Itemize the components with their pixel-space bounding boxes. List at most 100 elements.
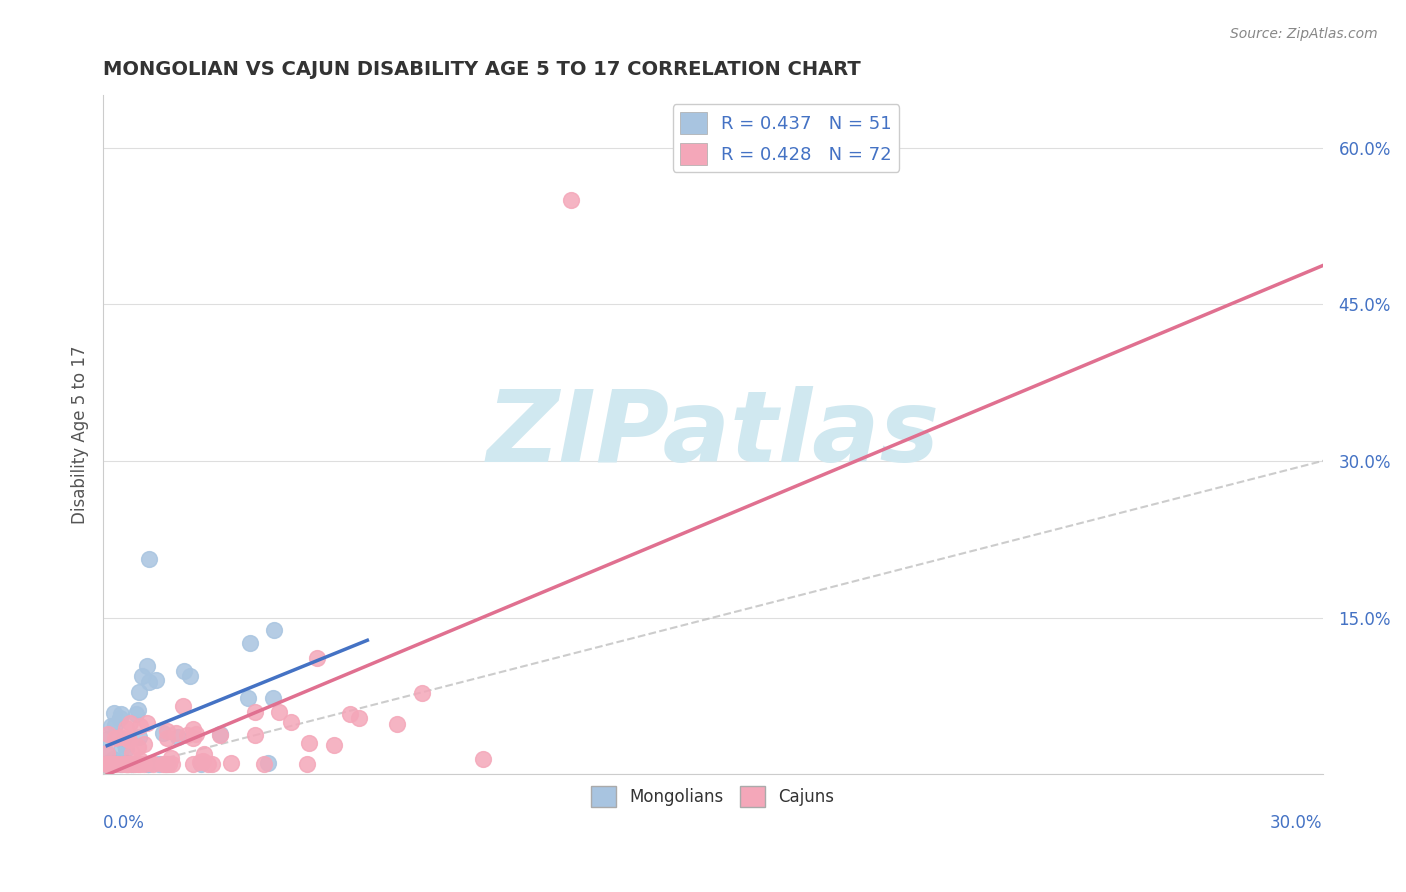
Point bbox=[110, 730, 132, 744]
Point bbox=[100, 756, 122, 771]
Text: ZIPatlas: ZIPatlas bbox=[486, 386, 939, 483]
Point bbox=[115, 756, 138, 771]
Point bbox=[132, 737, 155, 751]
Point bbox=[136, 756, 159, 771]
Point bbox=[96, 756, 118, 771]
Point bbox=[201, 756, 224, 771]
Point bbox=[411, 686, 433, 700]
Point bbox=[96, 746, 118, 760]
Point bbox=[221, 756, 243, 770]
Point bbox=[208, 728, 231, 742]
Point bbox=[188, 755, 211, 769]
Text: 30.0%: 30.0% bbox=[1270, 814, 1323, 832]
Point bbox=[122, 756, 145, 771]
Point bbox=[176, 728, 198, 742]
Point bbox=[138, 675, 160, 690]
Point bbox=[96, 756, 118, 771]
Point bbox=[115, 742, 138, 756]
Text: Source: ZipAtlas.com: Source: ZipAtlas.com bbox=[1230, 27, 1378, 41]
Point bbox=[141, 756, 163, 770]
Point bbox=[135, 716, 157, 731]
Point bbox=[101, 756, 124, 771]
Point bbox=[157, 756, 180, 771]
Point bbox=[238, 690, 260, 705]
Point bbox=[125, 706, 148, 721]
Point bbox=[298, 736, 321, 750]
Point bbox=[120, 756, 142, 771]
Point bbox=[117, 731, 139, 746]
Point bbox=[96, 746, 118, 760]
Point bbox=[103, 706, 125, 721]
Point bbox=[159, 751, 181, 765]
Point bbox=[165, 725, 187, 739]
Point bbox=[120, 756, 142, 771]
Point bbox=[100, 719, 122, 733]
Point bbox=[152, 756, 174, 771]
Point bbox=[253, 756, 276, 771]
Point bbox=[263, 623, 285, 637]
Point bbox=[128, 685, 150, 699]
Point bbox=[152, 726, 174, 740]
Point bbox=[110, 756, 132, 771]
Point bbox=[269, 706, 291, 720]
Point bbox=[243, 705, 266, 719]
Point bbox=[127, 756, 149, 771]
Point bbox=[124, 756, 146, 771]
Point bbox=[323, 738, 346, 752]
Point bbox=[197, 756, 219, 771]
Point bbox=[167, 730, 190, 744]
Point bbox=[256, 756, 278, 771]
Point bbox=[190, 756, 212, 771]
Point bbox=[107, 731, 129, 745]
Point bbox=[108, 756, 131, 771]
Point bbox=[97, 727, 120, 741]
Point bbox=[156, 756, 179, 771]
Point bbox=[108, 711, 131, 725]
Point bbox=[134, 756, 156, 771]
Point bbox=[129, 719, 152, 733]
Point bbox=[101, 756, 124, 771]
Point bbox=[129, 756, 152, 771]
Point bbox=[193, 747, 215, 761]
Point bbox=[110, 706, 132, 721]
Point bbox=[97, 756, 120, 771]
Point bbox=[105, 756, 128, 771]
Point bbox=[117, 756, 139, 771]
Point bbox=[136, 756, 159, 771]
Point bbox=[156, 731, 179, 746]
Point bbox=[103, 756, 125, 771]
Point bbox=[96, 756, 118, 771]
Point bbox=[245, 728, 267, 742]
Point bbox=[117, 756, 139, 771]
Point bbox=[263, 690, 285, 705]
Point bbox=[156, 724, 179, 739]
Point bbox=[280, 715, 302, 730]
Point bbox=[114, 756, 136, 771]
Point bbox=[153, 756, 176, 771]
Point bbox=[115, 722, 138, 736]
Y-axis label: Disability Age 5 to 17: Disability Age 5 to 17 bbox=[72, 345, 89, 524]
Point bbox=[96, 756, 118, 771]
Point bbox=[96, 756, 118, 771]
Point bbox=[295, 756, 318, 771]
Point bbox=[239, 636, 262, 650]
Text: MONGOLIAN VS CAJUN DISABILITY AGE 5 TO 17 CORRELATION CHART: MONGOLIAN VS CAJUN DISABILITY AGE 5 TO 1… bbox=[103, 60, 860, 78]
Point bbox=[181, 756, 204, 771]
Point bbox=[103, 731, 125, 746]
Point bbox=[110, 756, 132, 771]
Point bbox=[118, 733, 141, 747]
Point bbox=[471, 752, 494, 766]
Point bbox=[104, 718, 127, 732]
Point bbox=[339, 706, 361, 721]
Point bbox=[191, 754, 214, 768]
Point bbox=[121, 746, 143, 760]
Point bbox=[138, 552, 160, 566]
Point bbox=[105, 756, 128, 771]
Point bbox=[305, 650, 328, 665]
Point bbox=[121, 756, 143, 771]
Point bbox=[110, 742, 132, 756]
Point bbox=[101, 756, 124, 771]
Point bbox=[560, 193, 582, 207]
Point bbox=[128, 730, 150, 744]
Point bbox=[114, 738, 136, 752]
